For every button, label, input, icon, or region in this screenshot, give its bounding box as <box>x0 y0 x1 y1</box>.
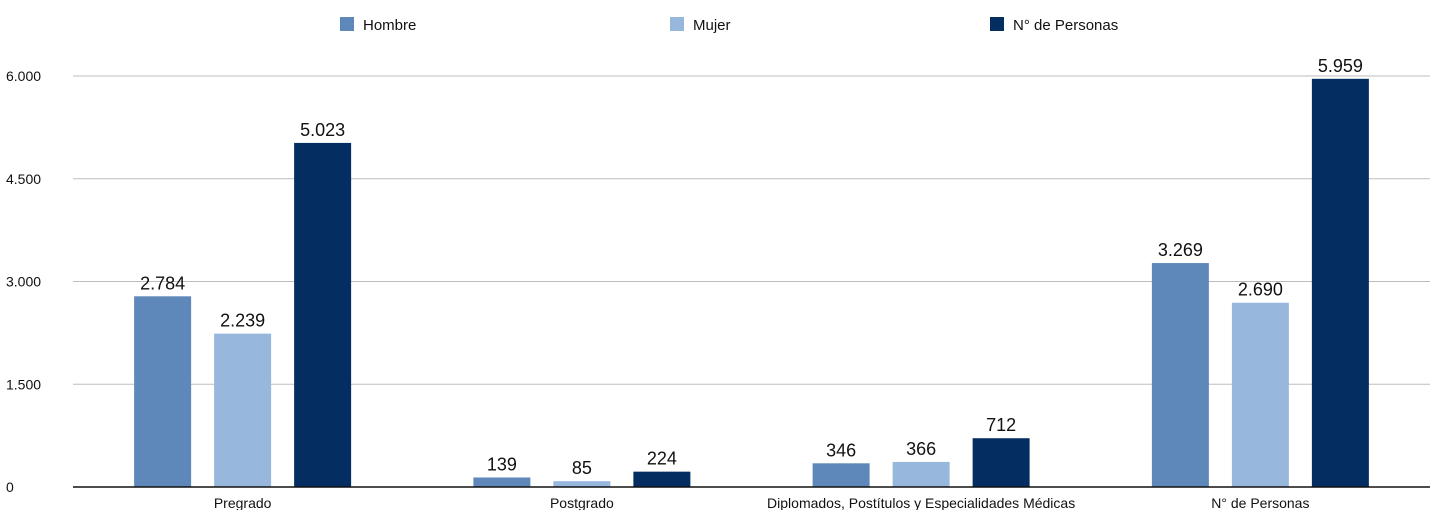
x-tick-label: N° de Personas <box>1211 495 1309 510</box>
bar <box>1151 263 1209 487</box>
y-tick-label: 0 <box>6 479 14 495</box>
gridlines <box>73 75 1430 385</box>
data-label: 366 <box>906 439 936 459</box>
legend-swatch <box>340 17 354 31</box>
data-label: 3.269 <box>1158 240 1203 260</box>
data-label: 2.784 <box>140 273 185 293</box>
data-label: 712 <box>986 415 1016 435</box>
legend-swatch <box>670 17 684 31</box>
data-label: 2.239 <box>220 311 265 331</box>
bar <box>1311 78 1369 487</box>
legend: Hombre Mujer N° de Personas <box>340 17 1118 34</box>
y-tick-label: 6.000 <box>6 68 41 84</box>
legend-label: Mujer <box>693 17 731 34</box>
legend-label: N° de Personas <box>1013 17 1118 34</box>
bar <box>633 471 691 487</box>
y-tick-label: 1.500 <box>6 376 41 392</box>
legend-swatch <box>990 17 1004 31</box>
bar <box>1231 302 1289 487</box>
legend-label: Hombre <box>363 17 416 34</box>
data-label: 2.690 <box>1238 280 1283 300</box>
y-tick-label: 3.000 <box>6 274 41 290</box>
x-tick-label: Diplomados, Postítulos y Especialidades … <box>767 495 1075 510</box>
data-label: 346 <box>826 440 856 460</box>
bar <box>294 142 352 487</box>
bar <box>972 438 1030 487</box>
bars: 2.784 2.239 5.023 139 85 224 346 366 712 3.269 2.6… <box>134 56 1369 487</box>
x-tick-label: Postgrado <box>550 495 614 510</box>
data-label: 139 <box>487 454 517 474</box>
bar <box>812 463 870 487</box>
data-label: 224 <box>647 449 677 469</box>
bar <box>892 461 950 487</box>
axes: 0 1.500 3.000 4.500 6.000 Pregrado Postgrado Di… <box>6 68 1430 510</box>
x-tick-label: Pregrado <box>214 495 272 510</box>
data-label: 85 <box>572 458 592 478</box>
y-tick-label: 4.500 <box>6 171 41 187</box>
data-label: 5.023 <box>300 120 345 140</box>
bar <box>214 333 272 487</box>
bar <box>473 477 531 487</box>
bar <box>134 296 192 487</box>
bar <box>553 481 611 487</box>
data-label: 5.959 <box>1318 56 1363 76</box>
